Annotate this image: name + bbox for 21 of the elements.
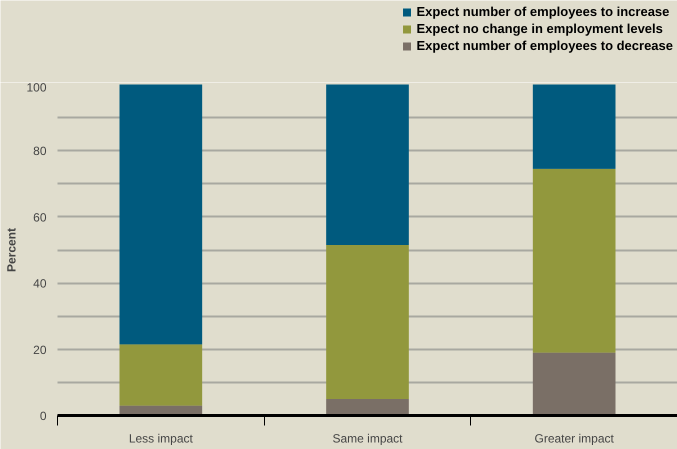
- legend-label: Expect number of employees to increase: [416, 4, 670, 19]
- y-tick-label: 80: [33, 144, 47, 158]
- y-axis-title: Percent: [4, 228, 18, 272]
- bar: [532, 168, 616, 353]
- y-tick-label: 60: [33, 210, 47, 224]
- x-tick-label: Greater impact: [534, 432, 615, 446]
- x-tick-label: Less impact: [128, 432, 194, 446]
- legend-label: Expect no change in employment levels: [416, 21, 663, 36]
- bar: [326, 398, 409, 416]
- y-tick-label: 100: [26, 80, 47, 94]
- bar: [120, 344, 202, 406]
- y-tick-label: 40: [33, 276, 47, 291]
- x-tick-label: Same impact: [332, 432, 404, 446]
- bar: [532, 352, 616, 416]
- y-tick-label: 20: [33, 342, 47, 357]
- bar: [120, 84, 202, 344]
- legend-label: Expect number of employees to decrease: [416, 38, 673, 53]
- bar: [532, 84, 616, 169]
- y-tick-label: 0: [40, 409, 47, 423]
- bar: [326, 84, 409, 246]
- bar: [326, 245, 409, 399]
